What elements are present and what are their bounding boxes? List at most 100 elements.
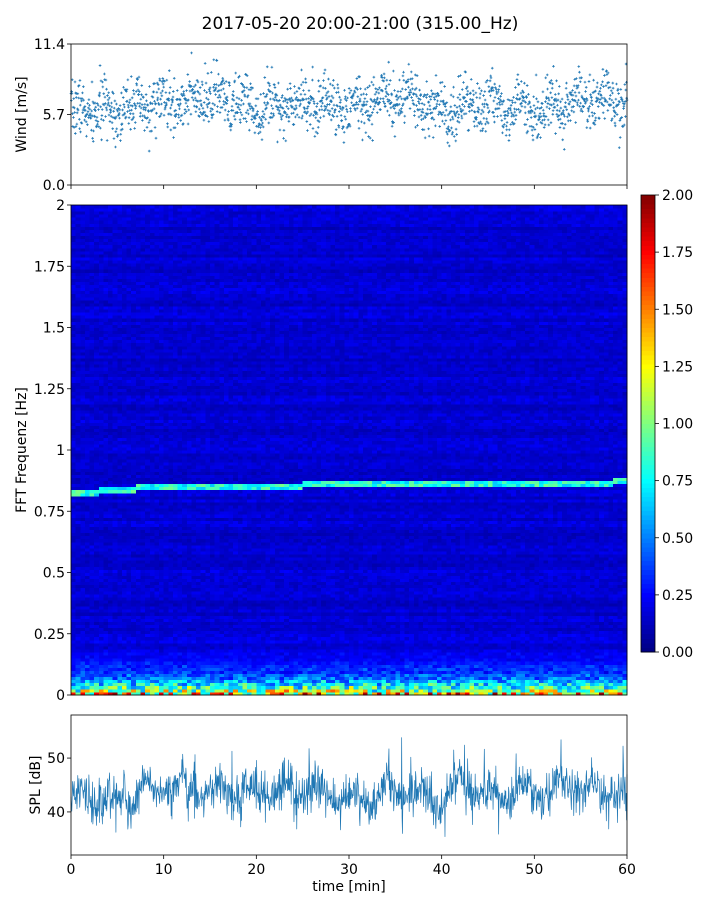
spectrogram-cell: [85, 364, 90, 367]
spectrogram-cell: [108, 655, 113, 658]
spectrogram-cell: [99, 226, 104, 229]
wind-point: [337, 91, 340, 94]
spectrogram-cell: [131, 551, 136, 554]
spectrogram-cell: [90, 340, 95, 343]
wind-point: [523, 82, 526, 85]
spectrogram-cell: [154, 490, 159, 493]
spectrogram-cell: [154, 609, 159, 612]
wind-point: [492, 100, 495, 103]
spectrogram-cell: [131, 217, 136, 220]
wind-point: [508, 128, 511, 131]
spectrogram-cell: [127, 551, 132, 554]
spectrogram-cell: [108, 288, 113, 291]
spectrogram-cell: [85, 407, 90, 410]
spectrogram-cell: [108, 569, 113, 572]
spectrogram-cell: [90, 239, 95, 242]
spectrogram-cell: [150, 677, 155, 680]
spectrogram-cell: [94, 582, 99, 585]
spectrogram-cell: [80, 426, 85, 429]
spectrogram-cell: [150, 557, 155, 560]
spectrogram-cell: [108, 631, 113, 634]
wind-panel: 0.05.711.4Wind [m/s]: [14, 37, 628, 194]
spectrogram-cell: [122, 557, 127, 560]
spectrogram-cell: [131, 674, 136, 677]
spectrogram-cell: [127, 499, 132, 502]
spectrogram-cell: [141, 573, 146, 576]
spectrogram-cell: [159, 591, 164, 594]
spectrogram-cell: [150, 545, 155, 548]
spectrogram-cell: [122, 208, 127, 211]
spectrogram-cell: [99, 502, 104, 505]
spectrogram-cell: [103, 370, 108, 373]
spectrogram-cell: [117, 450, 122, 453]
spectrogram-cell: [71, 680, 76, 683]
spectrogram-cell: [145, 671, 150, 674]
spectrogram-cell: [80, 220, 85, 223]
wind-point: [120, 92, 123, 95]
spectrogram-cell: [150, 419, 155, 422]
spectrogram-cell: [122, 594, 127, 597]
spectrogram-cell: [122, 615, 127, 618]
spectrogram-cell: [103, 383, 108, 386]
spectrogram-cell: [131, 493, 136, 496]
wind-point: [578, 71, 581, 74]
wind-point: [340, 99, 343, 102]
spectrogram-cell: [85, 539, 90, 542]
spectrogram-cell: [108, 671, 113, 674]
wind-point: [148, 121, 151, 124]
spectrogram-cell: [154, 334, 159, 337]
spectrogram-cell: [99, 585, 104, 588]
spectrogram-cell: [127, 361, 132, 364]
spectrogram-cell: [141, 300, 146, 303]
spectrogram-cell: [131, 591, 136, 594]
wind-point: [325, 94, 328, 97]
spectrogram-cell: [122, 527, 127, 530]
spectrogram-cell: [94, 263, 99, 266]
spectrogram-cell: [141, 419, 146, 422]
spectrogram-cell: [108, 677, 113, 680]
spectrogram-cell: [145, 441, 150, 444]
spectrogram-cell: [108, 462, 113, 465]
spectrogram-cell: [154, 328, 159, 331]
spectrogram-cell: [122, 582, 127, 585]
spectrogram-cell: [108, 300, 113, 303]
spectrogram-cell: [122, 364, 127, 367]
spectrogram-cell: [127, 625, 132, 628]
spectrogram-cell: [145, 481, 150, 484]
spectrogram-cell: [141, 499, 146, 502]
spectrogram-cell: [131, 637, 136, 640]
spectrogram-cell: [80, 637, 85, 640]
spectrogram-cell: [136, 576, 141, 579]
spectrogram-cell: [90, 511, 95, 514]
spectrogram-cell: [71, 386, 76, 389]
wind-point: [526, 84, 529, 87]
spectrogram-cell: [85, 367, 90, 370]
spectrogram-cell: [113, 615, 118, 618]
spectrogram-cell: [159, 321, 164, 324]
wind-point: [74, 132, 77, 135]
spectrogram-cell: [131, 429, 136, 432]
spectrogram-cell: [85, 242, 90, 245]
spectrogram-cell: [150, 315, 155, 318]
spectrogram-cell: [90, 585, 95, 588]
spectrogram-cell: [80, 337, 85, 340]
spectrogram-cell: [113, 404, 118, 407]
wind-point: [480, 113, 483, 116]
spectrogram-cell: [108, 680, 113, 683]
spectrogram-cell: [145, 591, 150, 594]
spectrogram-cell: [131, 272, 136, 275]
spectrogram-cell: [131, 370, 136, 373]
wind-point: [83, 119, 86, 122]
wind-point: [318, 90, 321, 93]
spectrogram-cell: [103, 554, 108, 557]
spectrogram-cell: [154, 266, 159, 269]
spectrogram-cell: [99, 279, 104, 282]
spectrogram-cell: [136, 658, 141, 661]
wind-point: [383, 73, 386, 76]
spectrogram-cell: [85, 542, 90, 545]
wind-point: [87, 110, 90, 113]
spectrogram-cell: [131, 275, 136, 278]
spectrogram-cell: [136, 542, 141, 545]
spectrogram-cell: [141, 652, 146, 655]
spectrogram-cell: [122, 312, 127, 315]
